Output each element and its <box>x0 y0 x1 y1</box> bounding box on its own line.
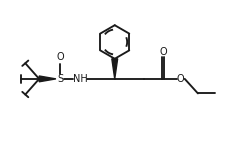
Polygon shape <box>112 59 118 79</box>
Text: O: O <box>56 52 64 62</box>
Text: NH: NH <box>73 74 88 84</box>
Text: O: O <box>159 47 167 57</box>
Polygon shape <box>39 76 56 82</box>
Text: S: S <box>57 74 63 84</box>
Text: O: O <box>177 74 184 84</box>
